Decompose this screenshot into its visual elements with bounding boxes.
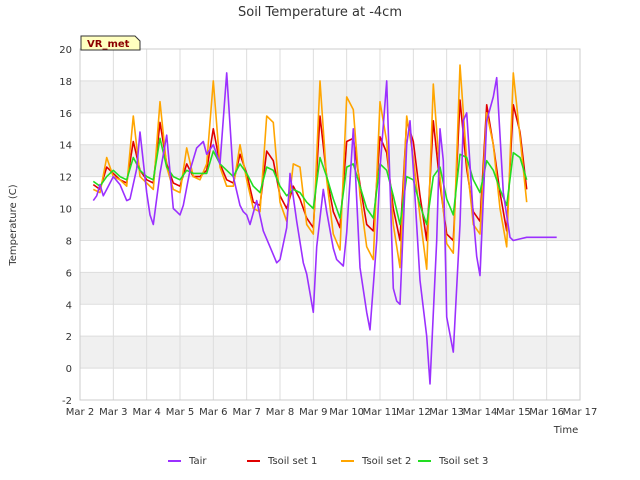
legend-label: Tsoil set 3 bbox=[438, 456, 488, 467]
y-tick-label: 4 bbox=[66, 300, 72, 311]
legend-item: Tsoil set 2 bbox=[341, 456, 411, 467]
station-badge-box bbox=[80, 35, 141, 51]
x-tick-label: Mar 12 bbox=[396, 407, 431, 418]
station-badge: VR_met bbox=[80, 35, 141, 51]
series-line-tsoil-set-3 bbox=[92, 137, 528, 226]
legend-label: Tsoil set 1 bbox=[267, 456, 317, 467]
plot-frame bbox=[79, 48, 581, 401]
background-band bbox=[80, 80, 580, 113]
x-tick-label: Mar 2 bbox=[66, 407, 94, 418]
legend-item: Tsoil set 3 bbox=[418, 456, 488, 467]
y-axis-label: Temperature (C) bbox=[8, 184, 19, 266]
background-band bbox=[80, 240, 580, 273]
y-axis-ticks: -2 0 2 4 6 8 10 12 14 16 18 20 bbox=[59, 45, 72, 407]
y-tick-label: 8 bbox=[66, 236, 72, 247]
y-tick-label: 2 bbox=[66, 332, 72, 343]
y-tick-label: 12 bbox=[59, 173, 72, 184]
legend: Tair Tsoil set 1 Tsoil set 2 Tsoil set 3 bbox=[168, 456, 488, 467]
x-tick-label: Mar 4 bbox=[132, 407, 160, 418]
background-band bbox=[80, 112, 580, 145]
y-tick-label: 20 bbox=[59, 45, 72, 56]
x-tick-label: Mar 6 bbox=[199, 407, 227, 418]
legend-item: Tair bbox=[168, 456, 207, 467]
x-tick-label: Mar 16 bbox=[529, 407, 564, 418]
y-tick-label: 14 bbox=[59, 141, 72, 152]
background-band bbox=[80, 336, 580, 369]
x-tick-label: Mar 8 bbox=[266, 407, 294, 418]
series-line-tsoil-set-2 bbox=[92, 64, 528, 271]
background-band bbox=[80, 368, 580, 400]
x-tick-label: Mar 10 bbox=[329, 407, 364, 418]
x-tick-label: Mar 13 bbox=[429, 407, 464, 418]
x-axis-ticks: Mar 2 Mar 3 Mar 4 Mar 5 Mar 6 Mar 7 Mar 8 Mar 9… bbox=[66, 407, 598, 418]
x-axis-label: Time bbox=[553, 425, 578, 436]
legend-label: Tsoil set 2 bbox=[361, 456, 411, 467]
station-badge-text: VR_met bbox=[87, 39, 130, 50]
y-tick-label: 16 bbox=[59, 109, 72, 120]
y-tick-label: 10 bbox=[59, 205, 72, 216]
y-tick-label: 18 bbox=[59, 77, 72, 88]
x-tick-label: Mar 17 bbox=[563, 407, 598, 418]
y-tick-label: -2 bbox=[62, 396, 72, 407]
x-tick-label: Mar 14 bbox=[463, 407, 498, 418]
legend-item: Tsoil set 1 bbox=[247, 456, 317, 467]
x-tick-label: Mar 7 bbox=[232, 407, 260, 418]
series-layer bbox=[92, 64, 557, 385]
background-band bbox=[80, 272, 580, 305]
x-tick-label: Mar 3 bbox=[99, 407, 127, 418]
x-tick-label: Mar 11 bbox=[363, 407, 398, 418]
background-band bbox=[80, 49, 580, 81]
x-tick-label: Mar 5 bbox=[166, 407, 194, 418]
chart-title: Soil Temperature at -4cm bbox=[238, 5, 402, 20]
y-tick-label: 6 bbox=[66, 268, 72, 279]
x-tick-label: Mar 9 bbox=[299, 407, 327, 418]
y-tick-label: 0 bbox=[66, 364, 72, 375]
series-line-tair bbox=[92, 72, 557, 385]
background-band bbox=[80, 208, 580, 241]
x-tick-label: Mar 15 bbox=[496, 407, 531, 418]
legend-label: Tair bbox=[188, 456, 207, 467]
background-band bbox=[80, 304, 580, 337]
